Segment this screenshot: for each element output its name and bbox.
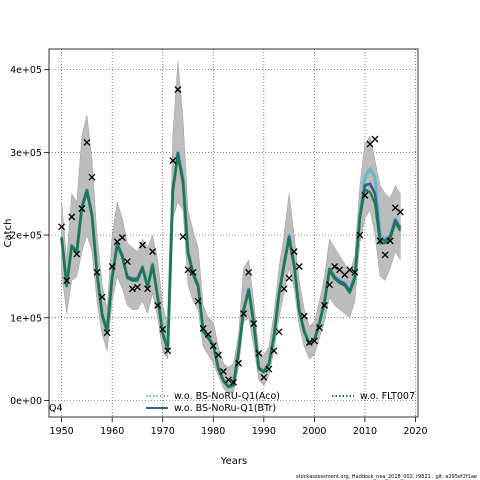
observed-point-1992 bbox=[270, 347, 278, 355]
observed-point-2006 bbox=[341, 271, 349, 279]
x-tick-label-2: 1970 bbox=[151, 426, 175, 437]
observed-point-1993 bbox=[275, 328, 283, 336]
observed-point-1971 bbox=[164, 347, 172, 355]
plot-frame bbox=[48, 48, 419, 418]
observed-point-1979 bbox=[204, 330, 212, 338]
observed-point-1962 bbox=[118, 234, 126, 242]
footer-note: stockassessment.org, Haddock_nea_2018_00… bbox=[296, 474, 477, 480]
observed-point-2004 bbox=[331, 263, 339, 270]
observed-point-2011 bbox=[366, 140, 374, 148]
observed-point-1976 bbox=[189, 268, 197, 276]
x-tick-label-0: 1950 bbox=[50, 426, 74, 437]
observed-point-1973 bbox=[174, 86, 182, 93]
observed-point-1966 bbox=[139, 241, 146, 249]
observed-point-1983 bbox=[224, 376, 232, 384]
observed-point-1986 bbox=[240, 310, 248, 318]
observed-point-1969 bbox=[154, 301, 162, 309]
observed-point-1982 bbox=[219, 368, 227, 375]
observed-point-1989 bbox=[255, 349, 263, 357]
x-tick-label-1: 1960 bbox=[100, 426, 124, 437]
observed-point-1964 bbox=[128, 285, 136, 293]
observed-point-1965 bbox=[133, 283, 141, 291]
observed-point-2000 bbox=[310, 337, 318, 345]
observed-point-1950 bbox=[58, 223, 66, 231]
observed-point-1972 bbox=[169, 157, 177, 165]
observed-point-1959 bbox=[103, 329, 111, 337]
x-tick-label-6: 2010 bbox=[353, 426, 377, 437]
observed-point-2015 bbox=[386, 237, 394, 245]
legend: w.o. BS-NoRU-Q1(Aco) w.o. BS-NoRu-Q1(BTr… bbox=[146, 391, 415, 414]
legend-label-3: w.o. FLT007 bbox=[360, 391, 415, 402]
y-tick-label-1: 1e+05 bbox=[10, 313, 42, 324]
observed-point-2008 bbox=[351, 268, 359, 276]
observed-point-1977 bbox=[194, 297, 202, 305]
observed-point-2013 bbox=[376, 237, 384, 245]
observed-point-1963 bbox=[123, 258, 131, 265]
observed-point-2016 bbox=[391, 204, 399, 212]
observed-point-1961 bbox=[113, 238, 121, 246]
legend-item-2: w.o. BS-NoRu-Q1(BTr) bbox=[146, 403, 276, 414]
observed-point-1995 bbox=[285, 274, 293, 282]
observed-point-1981 bbox=[214, 351, 222, 359]
observed-point-1956 bbox=[88, 173, 96, 181]
observed-point-1975 bbox=[184, 266, 192, 274]
observed-point-1980 bbox=[209, 342, 217, 350]
observed-point-1955 bbox=[83, 138, 91, 146]
observed-point-1997 bbox=[295, 263, 303, 270]
observed-point-1987 bbox=[245, 268, 253, 276]
series-line-3 bbox=[60, 154, 402, 389]
observed-point-1994 bbox=[280, 285, 288, 293]
observed-point-1974 bbox=[179, 233, 187, 241]
y-axis: 0e+00 1e+05 2e+05 3e+05 4e+05 bbox=[10, 65, 49, 407]
y-tick-label-0: 0e+00 bbox=[10, 396, 42, 407]
observed-point-1960 bbox=[108, 263, 116, 270]
observed-point-1990 bbox=[260, 373, 268, 381]
legend-label-2: w.o. BS-NoRu-Q1(BTr) bbox=[174, 403, 276, 414]
observed-point-1984 bbox=[230, 378, 237, 386]
observed-point-2007 bbox=[346, 266, 354, 274]
observed-point-1958 bbox=[98, 293, 106, 301]
y-tick-label-3: 3e+05 bbox=[10, 148, 42, 159]
x-axis: 1950 1960 1970 1980 1990 2000 2010 2020 bbox=[50, 417, 428, 437]
observed-point-2009 bbox=[356, 231, 364, 239]
observed-point-2003 bbox=[326, 281, 334, 289]
observed-point-2017 bbox=[396, 208, 404, 216]
observed-points-layer bbox=[58, 86, 404, 386]
observed-point-1991 bbox=[265, 365, 273, 373]
observed-point-2002 bbox=[321, 301, 328, 309]
observed-point-2010 bbox=[361, 191, 369, 199]
observed-point-1999 bbox=[305, 339, 313, 347]
observed-point-1996 bbox=[290, 248, 298, 256]
observed-point-2005 bbox=[336, 266, 344, 274]
corner-label: Q4 bbox=[49, 403, 63, 414]
observed-point-1988 bbox=[250, 320, 258, 328]
observed-point-2014 bbox=[381, 251, 389, 259]
legend-item-1: w.o. BS-NoRU-Q1(Aco) bbox=[146, 391, 280, 402]
observed-point-1951 bbox=[63, 277, 71, 285]
y-tick-label-2: 2e+05 bbox=[10, 231, 42, 242]
x-tick-label-3: 1980 bbox=[201, 426, 225, 437]
x-tick-label-5: 2000 bbox=[302, 426, 326, 437]
legend-label-1: w.o. BS-NoRU-Q1(Aco) bbox=[174, 391, 280, 402]
x-axis-title: Years bbox=[220, 456, 247, 467]
y-axis-title: Catch bbox=[3, 219, 14, 248]
y-tick-label-4: 4e+05 bbox=[10, 65, 42, 76]
observed-point-1957 bbox=[93, 268, 101, 276]
legend-item-3: w.o. FLT007 bbox=[332, 391, 415, 402]
observed-point-1953 bbox=[73, 250, 81, 258]
observed-point-1998 bbox=[300, 312, 308, 320]
x-tick-label-4: 1990 bbox=[252, 426, 276, 437]
observed-point-1978 bbox=[199, 325, 207, 332]
observed-point-1968 bbox=[149, 248, 157, 256]
observed-point-2012 bbox=[371, 135, 379, 143]
observed-point-1954 bbox=[78, 205, 86, 213]
observed-point-1952 bbox=[68, 213, 76, 221]
observed-point-1970 bbox=[159, 325, 167, 333]
observed-point-2001 bbox=[315, 324, 323, 332]
x-tick-label-7: 2020 bbox=[403, 426, 427, 437]
observed-point-1967 bbox=[144, 285, 152, 293]
observed-point-1985 bbox=[235, 359, 243, 367]
